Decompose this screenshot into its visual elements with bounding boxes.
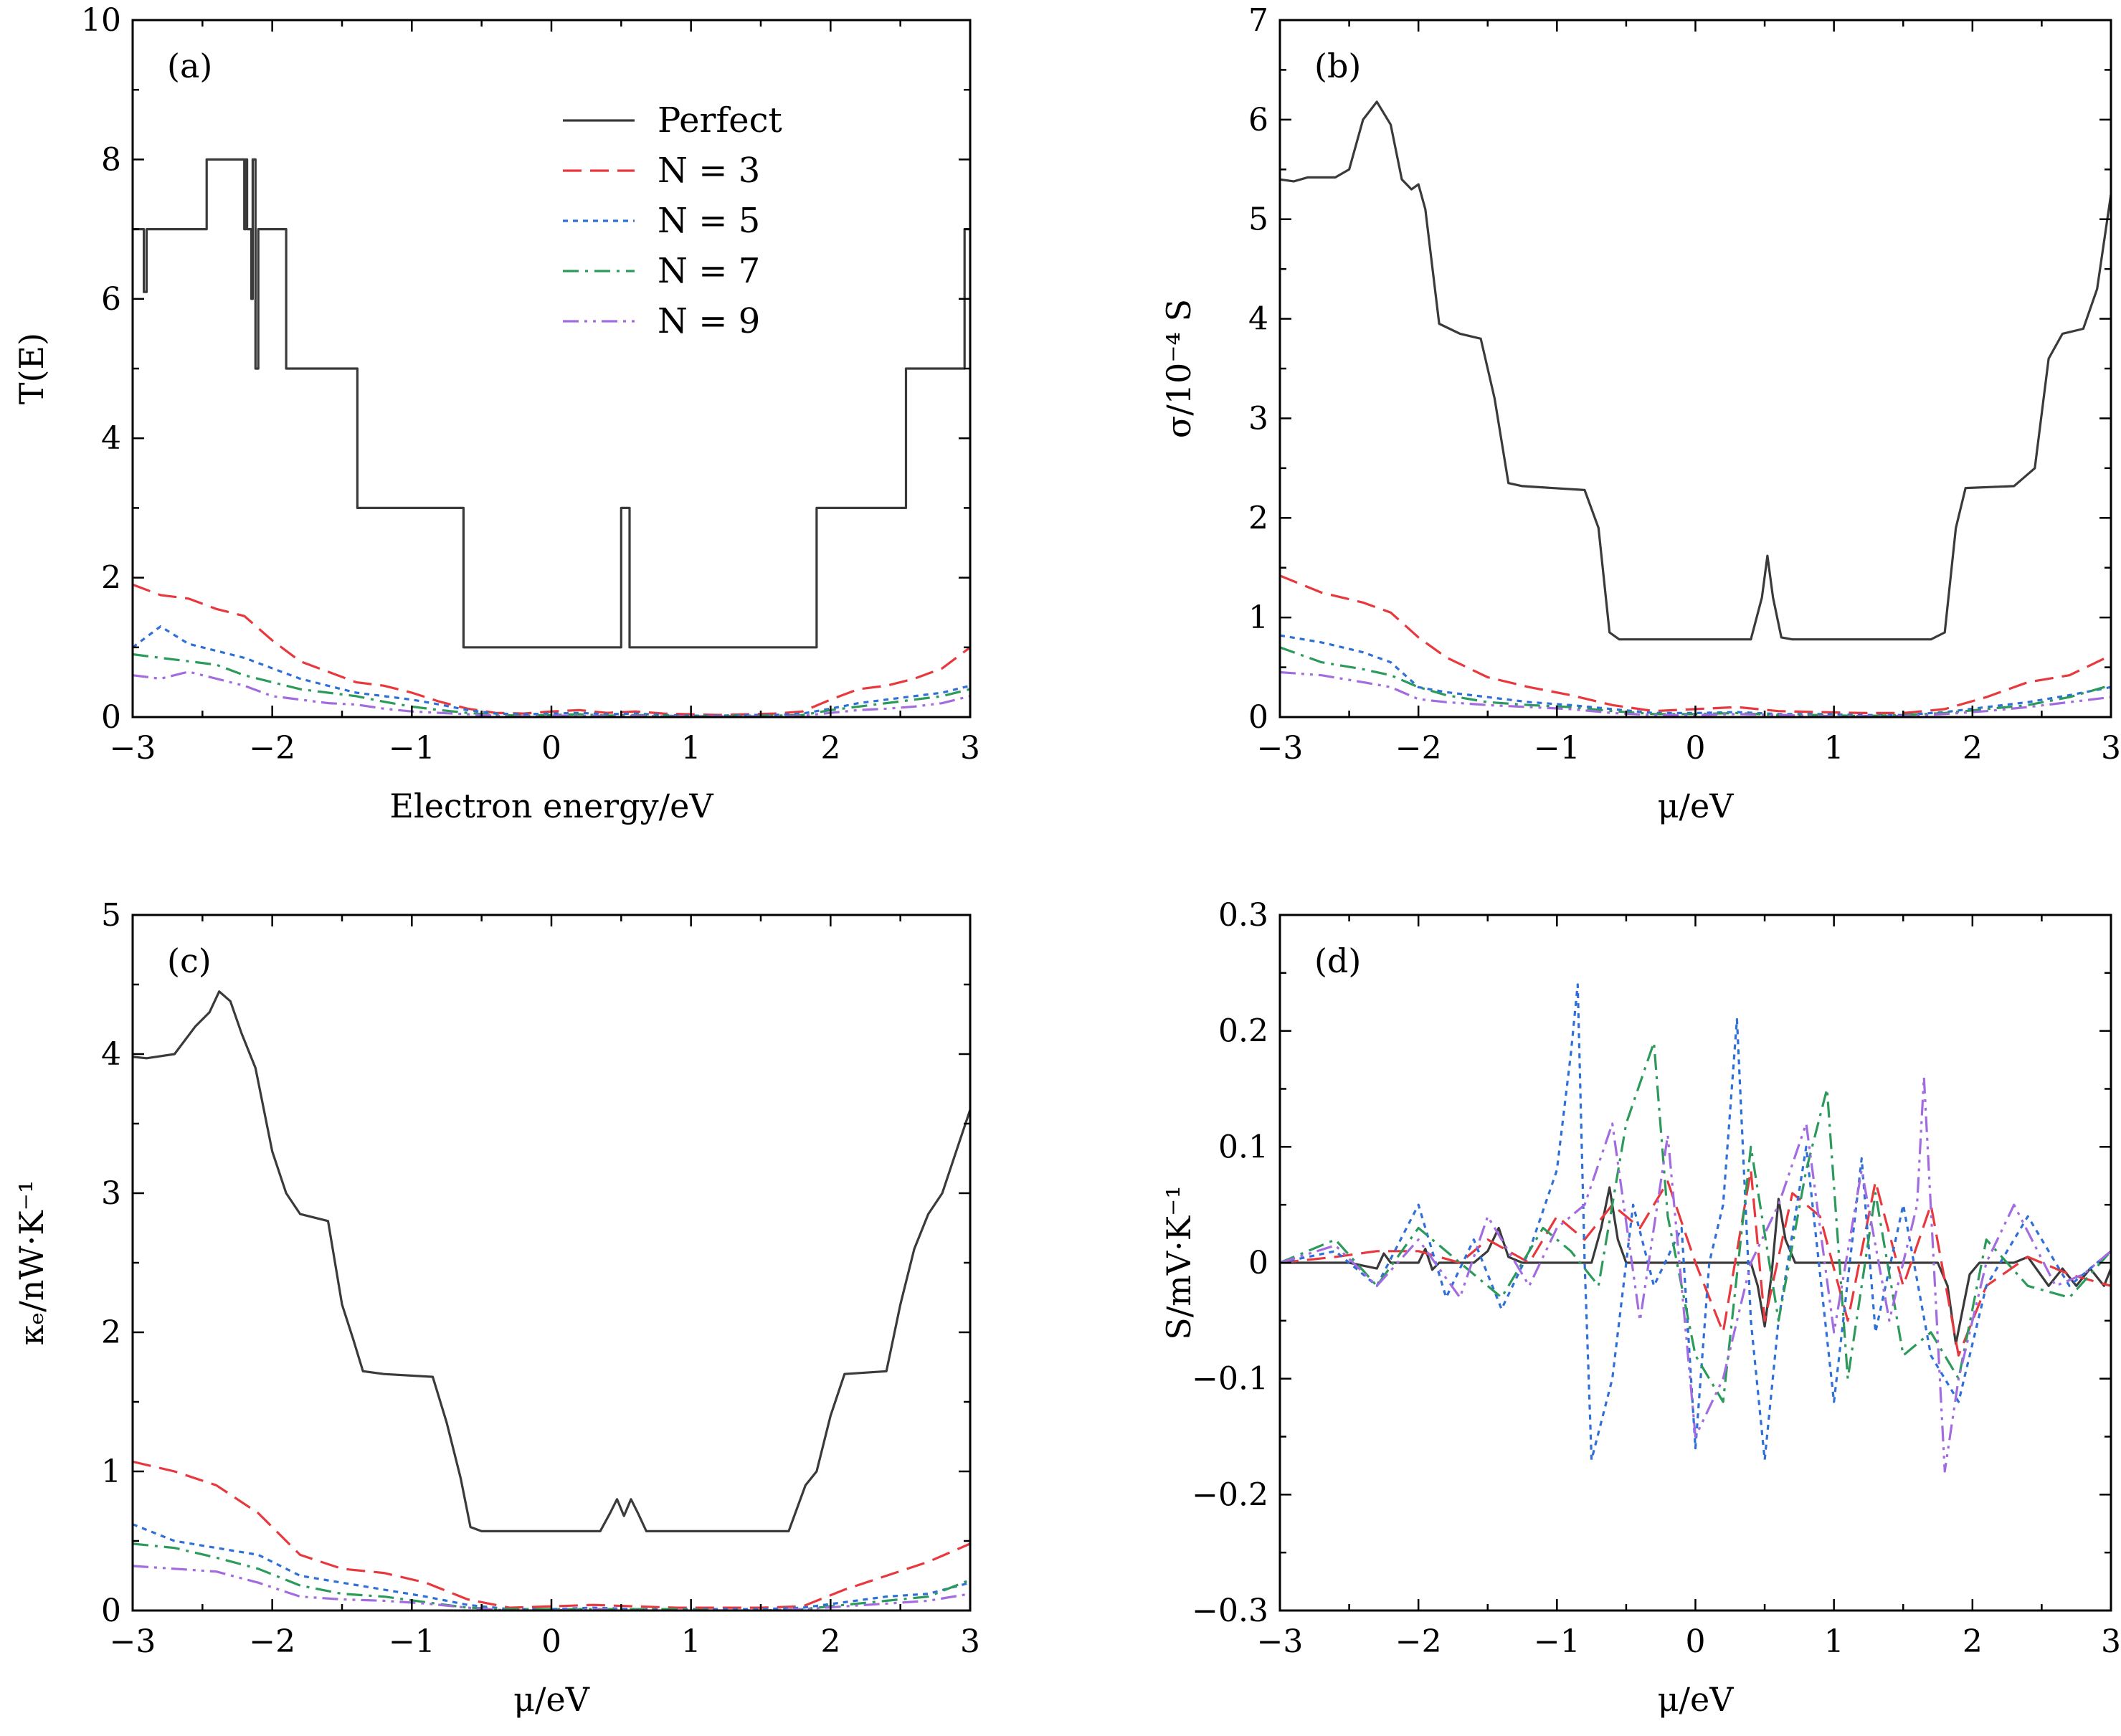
x-tick-label: 1 <box>681 730 701 767</box>
x-tick-label: −3 <box>1257 730 1304 767</box>
y-tick-label: 3 <box>101 1175 121 1212</box>
series-line-3 <box>133 1523 970 1611</box>
y-tick-label: 2 <box>1248 500 1268 536</box>
y-tick-label: 4 <box>1248 301 1268 338</box>
y-tick-label: 2 <box>101 1314 121 1351</box>
x-tick-label: −1 <box>1534 1623 1580 1660</box>
y-tick-label: −0.1 <box>1192 1361 1268 1398</box>
x-tick-label: 1 <box>1824 730 1844 767</box>
x-tick-label: −2 <box>249 730 295 767</box>
panel-b: −3 −2 −1 0 1 2 3 0 1 2 3 4 5 6 7 (b) μ/eV σ/10⁻⁴ S <box>1159 2 2121 825</box>
y-axis-label: κₑ/nW·K⁻¹ <box>12 1180 51 1346</box>
x-tick-label: −1 <box>1534 730 1580 767</box>
y-tick-label: 0 <box>1248 699 1268 736</box>
x-tick-label: 2 <box>820 1623 840 1660</box>
x-tick-label: 0 <box>541 1623 561 1660</box>
y-tick-label: 1 <box>1248 599 1268 636</box>
series-line-3 <box>1280 634 2111 716</box>
panel-label: (b) <box>1314 47 1361 85</box>
series-line-2 <box>1280 574 2111 714</box>
legend-label: Perfect <box>658 100 782 141</box>
x-tick-label: 2 <box>1963 730 1983 767</box>
x-tick-label: 2 <box>820 730 840 767</box>
x-tick-label: 3 <box>960 1623 980 1660</box>
x-tick-label: 0 <box>1686 730 1706 767</box>
series-line-3 <box>133 625 970 717</box>
legend-label: N = 7 <box>658 251 760 291</box>
legend-label: N = 5 <box>658 201 760 241</box>
series-group <box>1280 100 2111 717</box>
x-tick-label: −2 <box>1395 1623 1442 1660</box>
y-tick-label: 0 <box>101 699 121 736</box>
panel-a: −3 −2 −1 0 1 2 3 0 2 4 6 8 10 (a) Electron energy/eV T(… <box>12 2 980 825</box>
y-tick-label: 0.1 <box>1218 1129 1268 1165</box>
y-tick-label: 5 <box>101 897 121 934</box>
series-line-1 <box>1280 100 2111 641</box>
x-axis-label: μ/eV <box>1658 1680 1735 1719</box>
legend-label: N = 9 <box>658 301 760 341</box>
x-tick-label: 1 <box>681 1623 701 1660</box>
panel-label: (d) <box>1314 941 1361 980</box>
y-tick-label: 0.3 <box>1218 897 1268 934</box>
y-tick-label: 4 <box>101 420 121 457</box>
x-tick-label: −2 <box>1395 730 1442 767</box>
y-tick-label: 5 <box>1248 201 1268 238</box>
series-line-3 <box>1280 983 2111 1461</box>
y-tick-label: 6 <box>101 281 121 318</box>
y-tick-label: 0.2 <box>1218 1013 1268 1050</box>
x-tick-label: −3 <box>110 1623 156 1660</box>
y-tick-label: 8 <box>101 141 121 178</box>
y-tick-label: 0 <box>101 1593 121 1629</box>
y-tick-label: 10 <box>81 2 121 39</box>
y-axis-label: T(E) <box>12 333 51 404</box>
series-group <box>133 158 970 717</box>
y-tick-label: −0.2 <box>1192 1476 1268 1513</box>
x-tick-label: 2 <box>1963 1623 1983 1660</box>
y-tick-label: 2 <box>101 560 121 597</box>
series-line-5 <box>1280 670 2111 717</box>
series-line-1 <box>133 158 970 649</box>
plot-frame <box>131 914 972 1612</box>
x-axis-label: μ/eV <box>1658 787 1735 825</box>
legend-label: N = 3 <box>658 151 760 191</box>
y-axis-label: σ/10⁻⁴ S <box>1159 299 1198 438</box>
legend: Perfect N = 3 N = 5 N = 7 N = 9 <box>563 100 782 341</box>
panel-label: (a) <box>167 47 212 85</box>
y-tick-label: 0 <box>1248 1245 1268 1281</box>
y-tick-label: 1 <box>101 1453 121 1490</box>
x-tick-label: 1 <box>1824 1623 1844 1660</box>
y-tick-label: 6 <box>1248 102 1268 138</box>
series-group <box>133 990 970 1611</box>
panel-c: −3 −2 −1 0 1 2 3 0 1 2 3 4 5 (c) μ/eV κₑ/nW·K⁻¹ <box>12 897 980 1719</box>
x-tick-label: −1 <box>389 730 435 767</box>
series-line-1 <box>1280 1186 2111 1345</box>
series-group <box>1280 983 2111 1473</box>
plot-frame <box>1278 19 2112 718</box>
y-axis-label: S/mV·K⁻¹ <box>1159 1185 1198 1340</box>
x-tick-label: −3 <box>1257 1623 1304 1660</box>
x-tick-label: 3 <box>960 730 980 767</box>
series-line-5 <box>1280 1076 2111 1473</box>
series-line-1 <box>133 990 970 1532</box>
x-axis-label: μ/eV <box>513 1680 590 1719</box>
y-tick-label: 3 <box>1248 400 1268 437</box>
x-axis-label: Electron energy/eV <box>389 787 713 825</box>
x-tick-label: 0 <box>1686 1623 1706 1660</box>
panel-label: (c) <box>167 941 212 980</box>
panel-d: −3 −2 −1 0 1 2 3 −0.3 −0.2 −0.1 0 0.1 0.2 0.3 (d) μ/eV S… <box>1159 897 2121 1719</box>
x-tick-label: 3 <box>2101 730 2121 767</box>
series-line-4 <box>1280 1041 2111 1403</box>
y-tick-label: −0.3 <box>1192 1593 1268 1629</box>
y-tick-label: 7 <box>1248 2 1268 39</box>
x-tick-label: 0 <box>541 730 561 767</box>
series-line-2 <box>133 1460 970 1609</box>
series-line-2 <box>1280 1169 2111 1357</box>
x-tick-label: −1 <box>389 1623 435 1660</box>
y-tick-label: 4 <box>101 1036 121 1073</box>
series-line-2 <box>133 583 970 716</box>
x-tick-label: −2 <box>249 1623 295 1660</box>
x-tick-label: −3 <box>110 730 156 767</box>
x-tick-label: 3 <box>2101 1623 2121 1660</box>
